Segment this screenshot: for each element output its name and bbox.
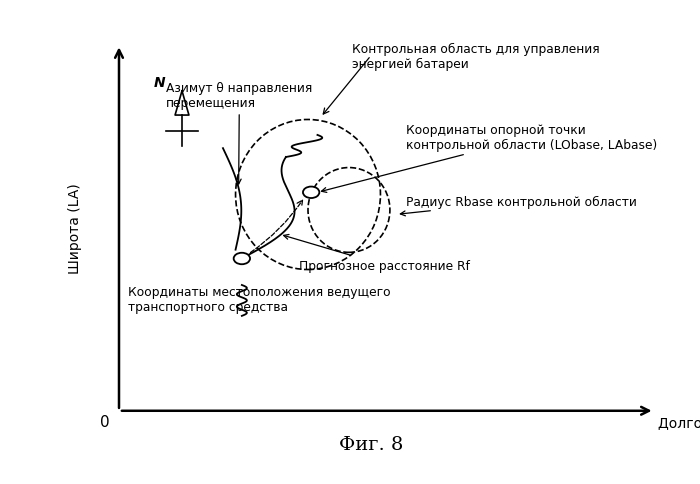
Text: Фиг. 8: Фиг. 8 [339,435,403,453]
Circle shape [303,187,319,198]
Text: N: N [154,76,166,90]
Text: Координаты местоположения ведущего
транспортного средства: Координаты местоположения ведущего транс… [129,286,391,313]
Text: Азимут θ направления
перемещения: Азимут θ направления перемещения [167,82,312,184]
Text: Долгота (LO): Долгота (LO) [658,415,700,429]
Text: Прогнозное расстояние Rf: Прогнозное расстояние Rf [284,235,470,272]
Circle shape [234,253,250,265]
Text: Радиус Rbase контрольной области: Радиус Rbase контрольной области [400,195,636,216]
Text: Контрольная область для управления
энергией батареи: Контрольная область для управления энерг… [352,43,600,71]
Text: Координаты опорной точки
контрольной области (LObase, LAbase): Координаты опорной точки контрольной обл… [321,124,657,193]
Text: Широта (LA): Широта (LA) [68,183,82,273]
Text: 0: 0 [100,414,110,429]
